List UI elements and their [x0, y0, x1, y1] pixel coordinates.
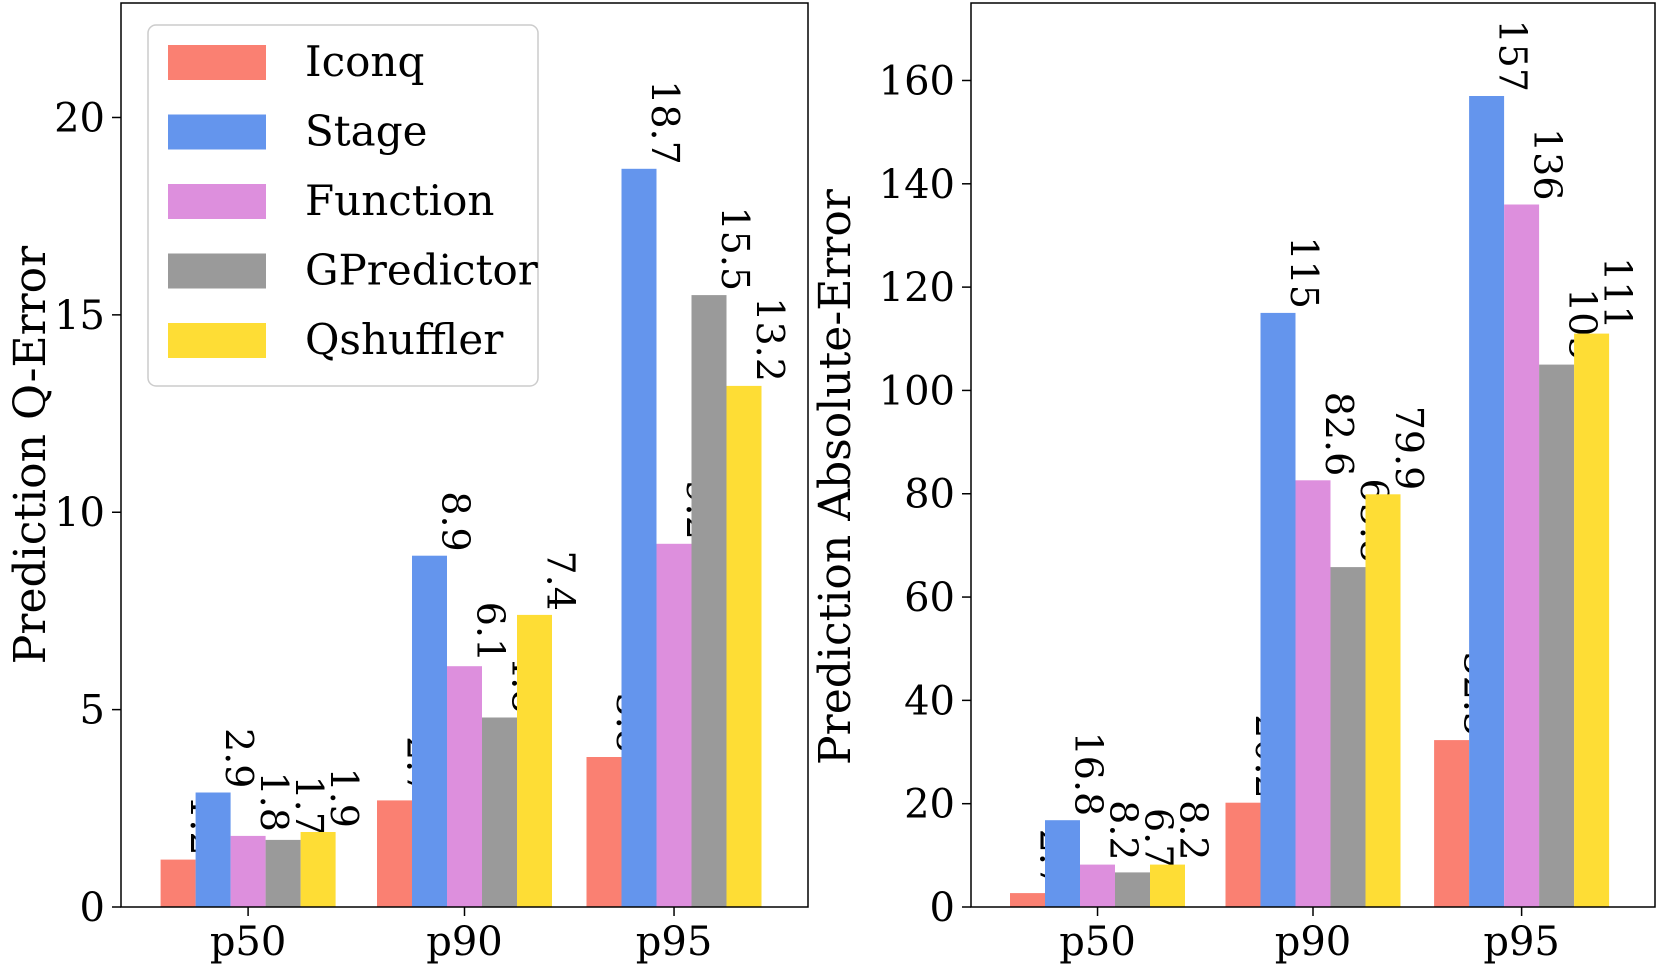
data-label-stage-p95: 157: [1491, 19, 1535, 92]
bar-iconq-p50: [1010, 893, 1045, 907]
legend-swatch-iconq: [168, 45, 266, 80]
bar-function-p50: [1080, 864, 1115, 907]
bar-function-p95: [656, 543, 692, 907]
y-tick-label: 5: [80, 688, 105, 734]
legend-label-qshuffler: Qshuffler: [305, 315, 504, 364]
bar-iconq-p95: [586, 757, 622, 907]
y-axis-title: Prediction Q-Error: [5, 245, 56, 664]
bar-gpredictor-p95: [691, 295, 727, 908]
y-tick-label: 80: [904, 472, 955, 518]
y-tick-label: 140: [879, 162, 955, 208]
data-label-gpredictor-p95: 15.5: [713, 206, 757, 291]
bar-iconq-p50: [160, 859, 196, 907]
data-label-qshuffler-p95: 13.2: [748, 297, 792, 382]
y-tick-label: 20: [904, 782, 955, 828]
legend-label-iconq: Iconq: [305, 37, 424, 86]
y-tick-label: 120: [879, 265, 955, 311]
bar-qshuffler-p95: [1574, 333, 1610, 908]
data-label-function-p95: 136: [1526, 128, 1570, 201]
x-tick-label-p50: p50: [210, 919, 287, 965]
data-label-gpredictor-p50: 1.7: [287, 775, 331, 835]
chart-panel-1: 1.22.91.81.71.9p502.78.96.14.87.4p903.81…: [5, 2, 809, 965]
x-tick-label-p90: p90: [426, 919, 503, 965]
bar-gpredictor-p50: [265, 839, 301, 907]
y-tick-label: 0: [80, 885, 105, 931]
legend-swatch-function: [168, 184, 266, 219]
bar-stage-p50: [195, 792, 231, 907]
x-tick-label-p95: p95: [636, 919, 713, 965]
bar-function-p90: [1295, 480, 1331, 907]
bar-function-p95: [1504, 204, 1540, 907]
legend-label-function: Function: [305, 176, 494, 225]
data-label-stage-p90: 115: [1282, 236, 1326, 309]
data-label-gpredictor-p50: 6.7: [1137, 808, 1181, 868]
data-label-qshuffler-p90: 7.4: [539, 550, 583, 610]
bar-gpredictor-p90: [1330, 567, 1366, 907]
y-tick-label: 100: [879, 368, 955, 414]
y-tick-label: 10: [54, 490, 105, 536]
y-tick-label: 20: [54, 95, 105, 141]
data-label-stage-p95: 18.7: [643, 80, 687, 165]
x-tick-label-p95: p95: [1483, 919, 1560, 965]
x-tick-label-p50: p50: [1059, 919, 1136, 965]
bar-iconq-p95: [1434, 740, 1470, 907]
legend-label-gpredictor: GPredictor: [305, 246, 539, 295]
plot-frame: [970, 2, 1656, 908]
bar-function-p90: [447, 666, 482, 907]
bar-function-p50: [230, 835, 266, 907]
bar-qshuffler-p50: [300, 832, 336, 907]
y-tick-label: 160: [879, 58, 955, 104]
data-label-function-p50: 1.8: [252, 771, 296, 831]
data-label-qshuffler-p95: 111: [1596, 257, 1640, 330]
data-label-stage-p90: 8.9: [434, 491, 478, 551]
bar-stage-p90: [1260, 312, 1296, 907]
legend-swatch-qshuffler: [168, 323, 266, 358]
data-label-stage-p50: 2.9: [217, 728, 261, 788]
legend-label-stage: Stage: [305, 107, 427, 156]
chart-panel-2: 2.716.88.26.78.2p5020.211582.665.879.9p9…: [810, 2, 1656, 965]
legend-swatch-stage: [168, 114, 266, 150]
bar-qshuffler-p50: [1150, 864, 1185, 907]
x-tick-label-p90: p90: [1275, 919, 1352, 965]
bar-stage-p95: [621, 168, 657, 908]
bar-qshuffler-p95: [726, 385, 762, 907]
legend-swatch-gpredictor: [168, 253, 266, 289]
data-label-function-p50: 8.2: [1102, 800, 1146, 860]
data-label-qshuffler-p50: 8.2: [1172, 800, 1216, 860]
y-axis-title: Prediction Absolute-Error: [810, 188, 861, 765]
bar-stage-p50: [1045, 820, 1080, 907]
bar-qshuffler-p90: [517, 614, 552, 907]
y-tick-label: 0: [930, 885, 955, 931]
bar-qshuffler-p90: [1365, 494, 1401, 907]
bar-gpredictor-p50: [1115, 872, 1150, 907]
y-tick-label: 60: [904, 575, 955, 621]
bar-iconq-p90: [1225, 802, 1261, 907]
data-label-function-p90: 82.6: [1317, 392, 1361, 477]
bar-stage-p95: [1469, 96, 1505, 907]
bar-iconq-p90: [377, 800, 412, 907]
data-label-stage-p50: 16.8: [1067, 732, 1111, 817]
legend: Iconq Stage Function GPredictor Qshuffler: [147, 24, 539, 387]
data-label-qshuffler-p50: 1.9: [322, 768, 366, 828]
data-label-qshuffler-p90: 79.9: [1387, 406, 1431, 491]
bar-gpredictor-p90: [482, 717, 517, 907]
bar-stage-p90: [412, 555, 447, 907]
plot-frame: [120, 2, 809, 908]
bar-gpredictor-p95: [1539, 364, 1575, 908]
data-label-function-p90: 6.1: [469, 602, 513, 662]
y-tick-label: 40: [904, 678, 955, 724]
y-tick-label: 15: [54, 293, 105, 339]
